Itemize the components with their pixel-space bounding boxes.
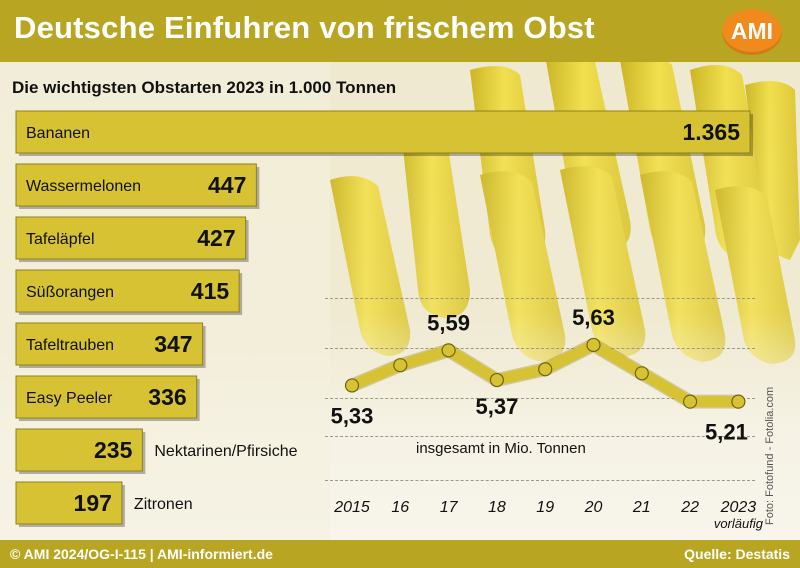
- footer-source: Quelle: Destatis: [684, 546, 790, 562]
- x-tick-label: 22: [680, 499, 699, 516]
- ami-logo: AMI: [722, 9, 782, 55]
- bar-category-label: Nektarinen/Pfirsiche: [154, 443, 297, 460]
- gridline: [325, 436, 755, 437]
- x-tick-label: 17: [440, 499, 459, 516]
- x-note-label: vorläufig: [714, 516, 764, 531]
- data-label: 5,63: [572, 305, 615, 330]
- x-tick-label: 20: [584, 499, 603, 516]
- logo-text: AMI: [730, 18, 774, 44]
- bar: [15, 216, 247, 260]
- footer-copyright: © AMI 2024/OG-I-115 | AMI-informiert.de: [10, 546, 273, 562]
- data-point: [489, 372, 504, 388]
- footer-bar: © AMI 2024/OG-I-115 | AMI-informiert.de …: [0, 540, 800, 568]
- bar-category-label: Tafeläpfel: [26, 231, 95, 248]
- x-tick-label: 18: [488, 499, 506, 516]
- data-point: [586, 337, 601, 353]
- data-point: [393, 358, 408, 373]
- bar-chart-title: Die wichtigsten Obstarten 2023 in 1.000 …: [12, 78, 397, 97]
- bar-value-label: 427: [197, 225, 235, 251]
- data-point: [731, 394, 746, 409]
- bar-category-label: Easy Peeler: [26, 390, 113, 407]
- data-point: [344, 378, 360, 393]
- data-label: 5,21: [705, 420, 748, 445]
- data-label: 5,37: [475, 394, 518, 419]
- data-label: 5,59: [427, 310, 470, 335]
- line-chart-title: insgesamt in Mio. Tonnen: [416, 440, 586, 457]
- bar-value-label: 415: [191, 278, 230, 304]
- x-tick-label: 19: [536, 499, 554, 516]
- bar-category-label: Bananen: [26, 125, 90, 142]
- bar-value-label: 336: [148, 384, 186, 410]
- gridline: [325, 480, 755, 481]
- data-point: [538, 362, 553, 377]
- bar-category-label: Zitronen: [134, 496, 193, 513]
- header-bar: Deutsche Einfuhren von frischem Obst AMI: [0, 0, 800, 62]
- data-point: [441, 343, 456, 358]
- bar-category-label: Süßorangen: [26, 284, 114, 301]
- bar: [15, 322, 204, 366]
- bar-value-label: 1.365: [682, 119, 740, 145]
- photo-credit: Foto: Fotofund - Fotolia.com: [764, 386, 776, 525]
- bar: [15, 428, 143, 472]
- bar-value-label: 447: [208, 172, 246, 198]
- gridline: [325, 298, 755, 299]
- bar: [15, 481, 123, 525]
- data-point: [682, 394, 698, 409]
- bar-value-label: 197: [74, 490, 112, 516]
- data-label: 5,33: [331, 403, 374, 428]
- data-point: [634, 366, 649, 381]
- bar: [15, 110, 751, 154]
- page-title: Deutsche Einfuhren von frischem Obst: [14, 10, 595, 45]
- bar: [15, 269, 240, 313]
- bar-value-label: 235: [94, 437, 133, 463]
- x-tick-label: 16: [391, 499, 409, 516]
- bar-category-label: Wassermelonen: [26, 178, 141, 195]
- bar: [15, 375, 198, 419]
- gridline: [325, 348, 755, 349]
- x-tick-label: 21: [632, 499, 651, 516]
- bar-value-label: 347: [154, 331, 192, 357]
- x-tick-label: 2015: [333, 499, 370, 516]
- bar: [15, 163, 257, 207]
- gridline: [325, 398, 755, 399]
- x-tick-label: 2023: [720, 499, 757, 516]
- bar-category-label: Tafeltrauben: [26, 337, 114, 354]
